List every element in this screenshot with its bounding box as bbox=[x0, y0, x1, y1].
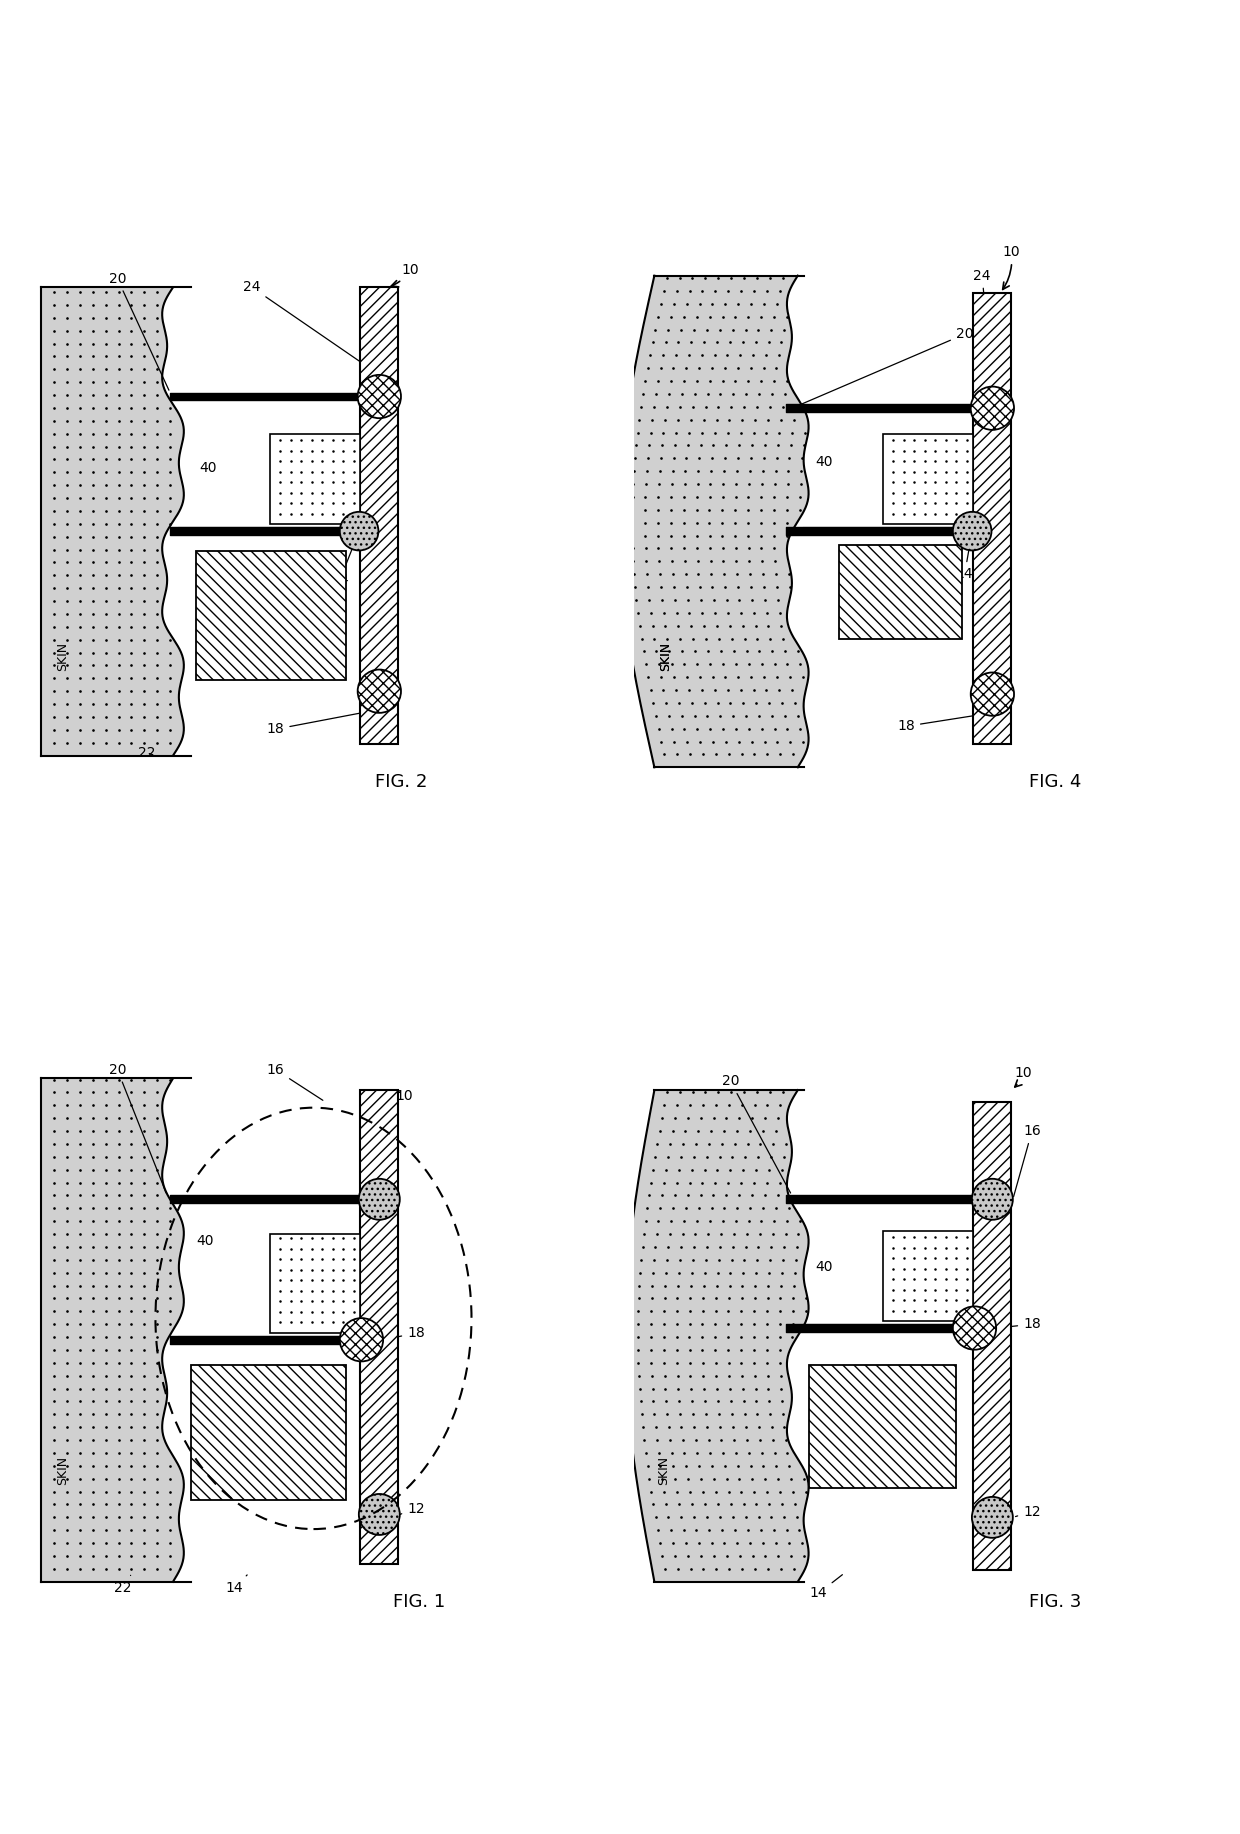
Polygon shape bbox=[41, 288, 184, 756]
Text: 30: 30 bbox=[844, 1427, 862, 1442]
Text: FIG. 1: FIG. 1 bbox=[393, 1594, 445, 1610]
Polygon shape bbox=[625, 1089, 808, 1581]
Text: 30: 30 bbox=[208, 1427, 226, 1442]
Text: 16: 16 bbox=[267, 1062, 322, 1100]
Text: SKIN: SKIN bbox=[57, 1456, 69, 1486]
Text: 14: 14 bbox=[810, 1575, 842, 1601]
Circle shape bbox=[972, 1497, 1013, 1539]
Circle shape bbox=[340, 1319, 383, 1361]
Circle shape bbox=[357, 374, 401, 418]
Text: 14: 14 bbox=[956, 534, 973, 581]
Text: 10: 10 bbox=[392, 1089, 413, 1102]
Circle shape bbox=[340, 512, 378, 550]
Circle shape bbox=[952, 1306, 996, 1350]
Text: SKIN: SKIN bbox=[57, 642, 69, 671]
Text: 14: 14 bbox=[226, 1575, 247, 1594]
Text: 10: 10 bbox=[1014, 1066, 1032, 1088]
Circle shape bbox=[358, 1495, 399, 1535]
Bar bbox=[191, 1364, 346, 1500]
Text: SKIN: SKIN bbox=[660, 642, 672, 671]
Text: 24: 24 bbox=[243, 281, 377, 374]
Text: 18: 18 bbox=[898, 715, 978, 734]
Bar bbox=[810, 1364, 956, 1487]
Text: SKIN: SKIN bbox=[660, 642, 672, 671]
Bar bbox=[269, 1234, 361, 1333]
Circle shape bbox=[952, 512, 992, 550]
Bar bbox=[838, 545, 962, 638]
Bar bbox=[883, 433, 973, 525]
Text: 20: 20 bbox=[722, 1075, 791, 1194]
Bar bbox=[361, 288, 398, 745]
Text: 30: 30 bbox=[243, 613, 260, 627]
Polygon shape bbox=[41, 1078, 184, 1581]
Bar bbox=[883, 1231, 973, 1320]
Text: 24: 24 bbox=[973, 268, 992, 383]
Circle shape bbox=[971, 673, 1014, 715]
Polygon shape bbox=[619, 275, 808, 767]
Text: 22: 22 bbox=[138, 746, 155, 759]
Text: 18: 18 bbox=[387, 1326, 425, 1341]
Text: 16: 16 bbox=[1013, 1124, 1040, 1196]
Text: FIG. 3: FIG. 3 bbox=[1029, 1594, 1081, 1610]
Bar bbox=[973, 293, 1012, 745]
Text: 18: 18 bbox=[999, 1317, 1040, 1331]
Text: 20: 20 bbox=[109, 1062, 166, 1192]
Text: 22: 22 bbox=[114, 1575, 131, 1594]
Bar bbox=[973, 1102, 1012, 1570]
Circle shape bbox=[971, 387, 1014, 429]
Text: 12: 12 bbox=[399, 1502, 425, 1515]
Text: 40: 40 bbox=[196, 1234, 215, 1249]
Text: 40: 40 bbox=[816, 455, 833, 470]
Text: 10: 10 bbox=[1003, 246, 1021, 290]
Bar bbox=[361, 1089, 398, 1564]
Circle shape bbox=[358, 1179, 399, 1220]
Text: 14: 14 bbox=[331, 534, 358, 587]
Circle shape bbox=[357, 669, 401, 713]
Text: 20: 20 bbox=[795, 326, 973, 407]
Text: FIG. 4: FIG. 4 bbox=[1029, 772, 1081, 790]
Bar bbox=[269, 433, 361, 525]
Text: 40: 40 bbox=[816, 1260, 833, 1275]
Text: 12: 12 bbox=[1016, 1504, 1040, 1519]
Text: 30: 30 bbox=[862, 583, 879, 598]
Text: SKIN: SKIN bbox=[657, 1456, 670, 1486]
Circle shape bbox=[972, 1179, 1013, 1220]
Text: 20: 20 bbox=[109, 271, 169, 391]
Text: FIG. 2: FIG. 2 bbox=[374, 772, 428, 790]
Text: 10: 10 bbox=[392, 262, 419, 286]
Text: 18: 18 bbox=[267, 712, 365, 735]
Bar bbox=[196, 550, 346, 680]
Text: 40: 40 bbox=[200, 460, 217, 475]
